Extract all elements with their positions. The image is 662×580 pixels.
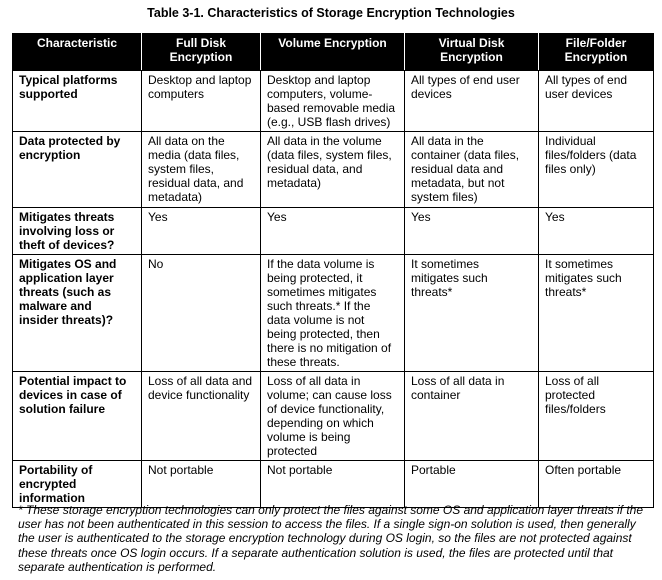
table-cell: All types of end user devices <box>404 70 539 132</box>
table-cell: Not portable <box>260 460 405 508</box>
table-cell: Portable <box>404 460 539 508</box>
table-row: Mitigates threats involving loss or thef… <box>12 207 654 255</box>
column-header: File/Folder Encryption <box>538 33 654 71</box>
row-header-cell: Data protected by encryption <box>12 131 142 208</box>
table-cell: Yes <box>260 207 405 255</box>
table-row: Data protected by encryption All data on … <box>12 131 654 208</box>
column-header: Full Disk Encryption <box>141 33 261 71</box>
table-row: Portability of encrypted information Not … <box>12 460 654 508</box>
table-cell: Loss of all data in container <box>404 371 539 461</box>
table-cell: Loss of all data in volume; can cause lo… <box>260 371 405 461</box>
table-cell: Yes <box>404 207 539 255</box>
table-row: Potential impact to devices in case of s… <box>12 371 654 461</box>
row-header-cell: Portability of encrypted information <box>12 460 142 508</box>
table-cell: Often portable <box>538 460 654 508</box>
column-header: Virtual Disk Encryption <box>404 33 539 71</box>
table-row: Mitigates OS and application layer threa… <box>12 254 654 372</box>
column-header: Volume Encryption <box>260 33 405 71</box>
table-cell: It sometimes mitigates such threats* <box>538 254 654 372</box>
table-cell: All data in the container (data files, r… <box>404 131 539 208</box>
table-cell: Desktop and laptop computers, volume- ba… <box>260 70 405 132</box>
table-cell: All types of end user devices <box>538 70 654 132</box>
footnote: * These storage encryption technologies … <box>18 503 644 574</box>
table-cell: Desktop and laptop computers <box>141 70 261 132</box>
row-header-cell: Mitigates threats involving loss or thef… <box>12 207 142 255</box>
table-row: Typical platforms supported Desktop and l… <box>12 70 654 132</box>
table-cell: If the data volume is being protected, i… <box>260 254 405 372</box>
table-cell: All data in the volume (data files, syst… <box>260 131 405 208</box>
table-cell: Loss of all protected files/folders <box>538 371 654 461</box>
table-title: Table 3-1. Characteristics of Storage En… <box>147 6 515 20</box>
table-cell: Yes <box>538 207 654 255</box>
row-header-cell: Potential impact to devices in case of s… <box>12 371 142 461</box>
table-cell: It sometimes mitigates such threats* <box>404 254 539 372</box>
table-cell: No <box>141 254 261 372</box>
table-cell: Yes <box>141 207 261 255</box>
row-header-cell: Mitigates OS and application layer threa… <box>12 254 142 372</box>
table-cell: All data on the media (data files, syste… <box>141 131 261 208</box>
encryption-characteristics-table: Characteristic Full Disk Encryption Volu… <box>12 33 654 508</box>
table-cell: Individual files/folders (data files onl… <box>538 131 654 208</box>
table-cell: Loss of all data and device functionalit… <box>141 371 261 461</box>
row-header-cell: Typical platforms supported <box>12 70 142 132</box>
header-row: Characteristic Full Disk Encryption Volu… <box>12 33 654 71</box>
table-cell: Not portable <box>141 460 261 508</box>
column-header: Characteristic <box>12 33 142 71</box>
